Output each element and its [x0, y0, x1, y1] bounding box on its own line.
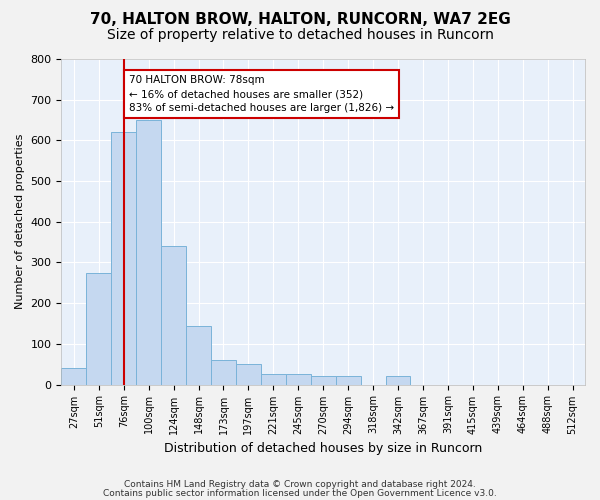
Bar	[61, 368, 86, 384]
Bar	[161, 246, 186, 384]
Bar	[261, 374, 286, 384]
Text: Contains public sector information licensed under the Open Government Licence v3: Contains public sector information licen…	[103, 488, 497, 498]
Bar	[311, 376, 335, 384]
Bar	[386, 376, 410, 384]
Bar	[186, 326, 211, 384]
Text: Contains HM Land Registry data © Crown copyright and database right 2024.: Contains HM Land Registry data © Crown c…	[124, 480, 476, 489]
Bar	[136, 120, 161, 384]
X-axis label: Distribution of detached houses by size in Runcorn: Distribution of detached houses by size …	[164, 442, 482, 455]
Bar	[211, 360, 236, 384]
Y-axis label: Number of detached properties: Number of detached properties	[15, 134, 25, 310]
Bar	[236, 364, 261, 384]
Text: 70, HALTON BROW, HALTON, RUNCORN, WA7 2EG: 70, HALTON BROW, HALTON, RUNCORN, WA7 2E…	[89, 12, 511, 28]
Bar	[86, 272, 111, 384]
Bar	[286, 374, 311, 384]
Text: Size of property relative to detached houses in Runcorn: Size of property relative to detached ho…	[107, 28, 493, 42]
Text: 70 HALTON BROW: 78sqm
← 16% of detached houses are smaller (352)
83% of semi-det: 70 HALTON BROW: 78sqm ← 16% of detached …	[129, 76, 394, 114]
Bar	[335, 376, 361, 384]
Bar	[111, 132, 136, 384]
